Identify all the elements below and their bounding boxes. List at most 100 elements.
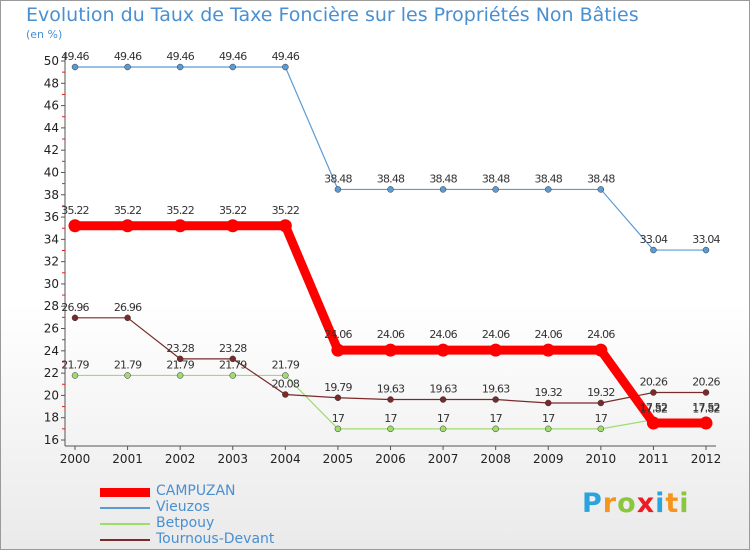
data-point-betpouy bbox=[597, 425, 605, 433]
data-label-vieuzos: 38.48 bbox=[377, 172, 405, 185]
data-point-tournous-devant bbox=[334, 394, 342, 402]
data-point-campuzan bbox=[489, 343, 503, 357]
data-label-campuzan: 35.22 bbox=[166, 204, 194, 217]
data-label-vieuzos: 49.46 bbox=[166, 50, 194, 63]
data-label-betpouy: 17 bbox=[384, 412, 397, 425]
data-point-betpouy bbox=[492, 425, 499, 433]
legend-label: CAMPUZAN bbox=[156, 483, 236, 499]
logo-letter: P bbox=[582, 488, 603, 519]
data-label-betpouy: 21.79 bbox=[219, 358, 247, 371]
data-label-vieuzos: 38.48 bbox=[429, 172, 457, 185]
data-label-tournous-devant: 20.26 bbox=[640, 376, 668, 389]
data-label-tournous-devant: 19.63 bbox=[377, 383, 405, 396]
proxiti-logo: Proxiti bbox=[582, 488, 690, 519]
data-point-vieuzos bbox=[282, 63, 289, 71]
logo-letter: i bbox=[655, 488, 666, 519]
y-tick-label: 20 bbox=[44, 388, 59, 402]
data-point-tournous-devant bbox=[229, 355, 236, 363]
data-point-vieuzos bbox=[650, 246, 657, 254]
x-tick-label: 2000 bbox=[60, 452, 91, 466]
data-point-betpouy bbox=[334, 425, 342, 433]
data-label-tournous-devant: 19.32 bbox=[535, 386, 563, 399]
data-point-betpouy bbox=[176, 372, 184, 379]
y-tick-label: 28 bbox=[44, 299, 59, 313]
data-point-tournous-devant bbox=[702, 389, 710, 396]
data-label-tournous-devant: 19.79 bbox=[324, 381, 352, 394]
x-tick-label: 2005 bbox=[323, 452, 354, 466]
y-tick-label: 46 bbox=[44, 99, 59, 113]
data-label-campuzan: 35.22 bbox=[272, 204, 300, 217]
data-label-campuzan: 35.22 bbox=[114, 204, 142, 217]
data-label-betpouy: 21.79 bbox=[166, 358, 194, 371]
x-tick-label: 2010 bbox=[586, 452, 617, 466]
data-label-campuzan: 24.06 bbox=[535, 328, 563, 341]
x-tick-label: 2002 bbox=[165, 452, 196, 466]
y-axis-unit: (en %) bbox=[26, 28, 63, 41]
data-point-campuzan bbox=[278, 219, 292, 233]
data-label-tournous-devant: 19.32 bbox=[587, 386, 615, 399]
data-point-tournous-devant bbox=[387, 396, 394, 403]
x-tick-label: 2011 bbox=[638, 452, 669, 466]
data-label-betpouy: 21.79 bbox=[272, 358, 300, 371]
y-tick-label: 50 bbox=[44, 54, 59, 68]
data-label-tournous-devant: 19.63 bbox=[429, 383, 457, 396]
x-tick-label: 2004 bbox=[270, 452, 301, 466]
data-point-tournous-devant bbox=[124, 314, 131, 322]
data-point-betpouy bbox=[439, 425, 447, 433]
data-point-vieuzos bbox=[124, 63, 131, 71]
data-point-tournous-devant bbox=[650, 389, 657, 396]
data-label-vieuzos: 38.48 bbox=[324, 172, 352, 185]
data-label-tournous-devant: 26.96 bbox=[61, 301, 89, 314]
data-point-vieuzos bbox=[492, 186, 499, 193]
data-point-campuzan bbox=[646, 416, 660, 430]
data-label-vieuzos: 49.46 bbox=[61, 50, 89, 63]
data-point-tournous-devant bbox=[439, 396, 447, 403]
y-tick-label: 40 bbox=[44, 165, 59, 179]
data-label-tournous-devant: 20.26 bbox=[692, 376, 720, 389]
y-tick-label: 48 bbox=[44, 76, 59, 90]
data-point-vieuzos bbox=[229, 63, 236, 71]
data-point-betpouy bbox=[124, 372, 131, 379]
data-point-tournous-devant bbox=[282, 391, 289, 398]
y-tick-label: 42 bbox=[44, 143, 59, 157]
data-point-vieuzos bbox=[71, 63, 79, 71]
x-tick-label: 2006 bbox=[375, 452, 406, 466]
legend-swatch bbox=[100, 523, 150, 525]
data-point-campuzan bbox=[331, 343, 345, 357]
y-tick-label: 38 bbox=[44, 188, 59, 202]
data-label-tournous-devant: 23.28 bbox=[166, 342, 194, 355]
legend-label: Tournous-Devant bbox=[156, 531, 275, 547]
data-label-betpouy: 17 bbox=[489, 412, 502, 425]
data-label-vieuzos: 38.48 bbox=[587, 172, 615, 185]
data-label-campuzan: 24.06 bbox=[324, 328, 352, 341]
data-point-campuzan bbox=[68, 219, 82, 233]
y-tick-label: 44 bbox=[44, 121, 59, 135]
chart-title: Evolution du Taux de Taxe Foncière sur l… bbox=[26, 4, 639, 26]
legend-swatch bbox=[100, 507, 150, 509]
data-point-vieuzos bbox=[545, 186, 552, 193]
x-tick-label: 2007 bbox=[428, 452, 459, 466]
data-label-betpouy: 17 bbox=[595, 412, 608, 425]
data-point-vieuzos bbox=[176, 63, 184, 71]
x-tick-label: 2001 bbox=[112, 452, 143, 466]
data-label-campuzan: 24.06 bbox=[377, 328, 405, 341]
legend-swatch bbox=[100, 539, 150, 541]
y-tick-label: 18 bbox=[44, 411, 59, 425]
data-label-tournous-devant: 26.96 bbox=[114, 301, 142, 314]
data-point-tournous-devant bbox=[176, 355, 184, 363]
data-label-vieuzos: 38.48 bbox=[535, 172, 563, 185]
data-point-tournous-devant bbox=[545, 399, 552, 407]
data-point-tournous-devant bbox=[492, 396, 499, 403]
data-point-betpouy bbox=[282, 372, 289, 379]
data-point-campuzan bbox=[226, 219, 240, 233]
y-tick-label: 16 bbox=[44, 433, 59, 447]
data-point-campuzan bbox=[541, 343, 555, 357]
data-label-betpouy: 21.79 bbox=[61, 358, 89, 371]
data-label-tournous-devant: 20.08 bbox=[272, 378, 300, 391]
y-tick-label: 36 bbox=[44, 210, 59, 224]
data-label-campuzan: 24.06 bbox=[587, 328, 615, 341]
data-label-vieuzos: 33.04 bbox=[640, 233, 668, 246]
logo-letter: i bbox=[679, 488, 690, 519]
